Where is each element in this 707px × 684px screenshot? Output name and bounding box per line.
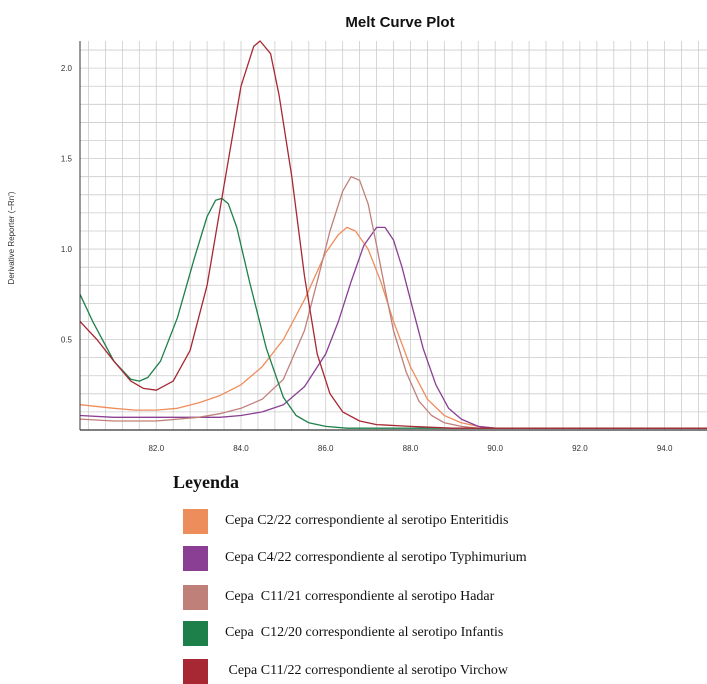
grid	[80, 41, 707, 430]
legend-label-enteritidis: Cepa C2/22 correspondiente al serotipo E…	[225, 513, 509, 528]
x-tick-label: 94.0	[657, 444, 673, 453]
melt-curve-chart: Melt Curve Plot Derivative Reporter (−Rn…	[7, 14, 707, 453]
y-tick-label: 2.0	[61, 64, 73, 73]
y-tick-label: 1.0	[61, 245, 73, 254]
legend-swatch-virchow	[183, 658, 208, 684]
x-tick-label: 86.0	[318, 444, 334, 453]
series-line-1	[79, 226, 707, 429]
y-tick-label: 0.5	[61, 336, 73, 345]
y-tick-label: 1.5	[61, 155, 73, 164]
chart-title: Melt Curve Plot	[345, 14, 454, 31]
series-line-2	[79, 176, 707, 429]
legend-swatch-hadar	[183, 584, 208, 610]
x-tick-label: 90.0	[487, 444, 503, 453]
legend-label-infantis: Cepa C12/20 correspondiente al serotipo …	[225, 625, 504, 640]
series-line-3	[79, 197, 707, 429]
legend-swatch-typhimurium	[183, 545, 208, 571]
legend-item-virchow: Cepa C11/22 correspondiente al serotipo …	[183, 658, 508, 684]
x-tick-label: 92.0	[572, 444, 588, 453]
legend-label-hadar: Cepa C11/21 correspondiente al serotipo …	[225, 589, 495, 604]
series-lines	[79, 40, 707, 429]
y-axis-label: Derivative Reporter (−Rn')	[7, 191, 16, 284]
tick-labels: 82.0 84.0 86.0 88.0 90.0 92.0 94.0 0.5 1.0 1.5 2.0	[61, 64, 673, 453]
axes	[79, 41, 707, 431]
x-tick-label: 84.0	[233, 444, 249, 453]
x-tick-label: 88.0	[403, 444, 419, 453]
series-line-0	[79, 226, 707, 429]
legend-label-virchow: Cepa C11/22 correspondiente al serotipo …	[225, 663, 508, 678]
legend-swatch-enteritidis	[183, 508, 208, 534]
legend-item-infantis: Cepa C12/20 correspondiente al serotipo …	[183, 620, 503, 646]
series-line-4	[79, 40, 707, 429]
legend-swatch-infantis	[183, 620, 208, 646]
legend-label-typhimurium: Cepa C4/22 correspondiente al serotipo T…	[225, 550, 527, 565]
legend-item-enteritidis: Cepa C2/22 correspondiente al serotipo E…	[183, 508, 508, 534]
legend-item-typhimurium: Cepa C4/22 correspondiente al serotipo T…	[183, 545, 527, 571]
legend-title: Leyenda	[173, 472, 240, 492]
legend-item-hadar: Cepa C11/21 correspondiente al serotipo …	[183, 584, 494, 610]
x-tick-label: 82.0	[148, 444, 164, 453]
